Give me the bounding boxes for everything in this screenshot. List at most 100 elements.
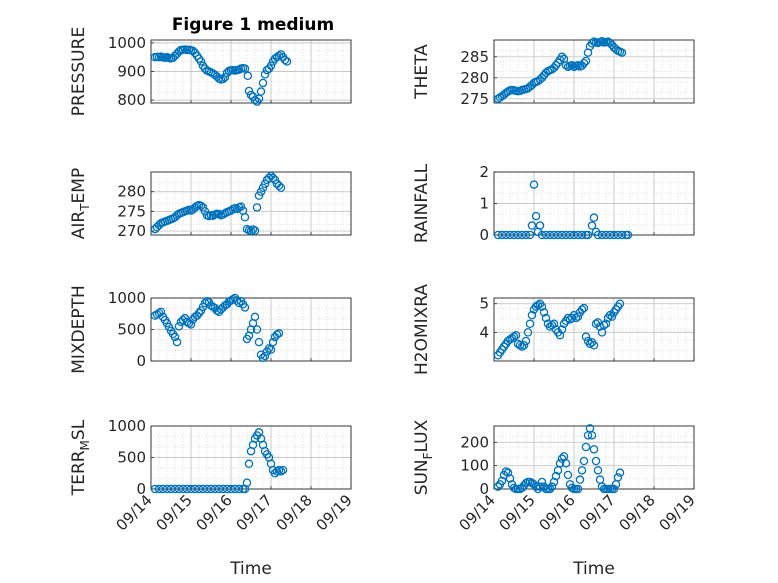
data-point <box>579 58 589 68</box>
data-point <box>192 311 202 320</box>
data-point <box>553 230 563 240</box>
y-tick-label: 900 <box>117 63 146 81</box>
data-point <box>593 230 603 240</box>
y-tick-label: 280 <box>460 69 489 87</box>
data-point <box>587 431 597 440</box>
x-axis-label-left: Time <box>229 559 272 579</box>
data-point <box>158 484 168 494</box>
data-point <box>547 482 557 491</box>
y-tick-label: 5 <box>479 295 489 313</box>
data-point <box>541 230 551 240</box>
y-tick-label: 275 <box>117 202 146 220</box>
y-axis-label-part: RAINFALL <box>412 163 432 243</box>
data-point <box>601 319 611 329</box>
data-point <box>511 330 521 340</box>
data-point <box>210 484 220 494</box>
x-axis-label-right: Time <box>572 559 615 579</box>
y-tick-label: 1000 <box>108 34 146 52</box>
data-point <box>497 230 507 240</box>
data-point <box>198 203 208 212</box>
data-point <box>577 305 587 314</box>
data-point <box>156 307 166 317</box>
data-point <box>529 180 539 189</box>
data-point <box>585 339 595 349</box>
data-point <box>503 87 513 96</box>
y-axis-label: H2OMIXRA <box>412 284 432 375</box>
data-point <box>599 320 609 330</box>
data-point <box>521 336 531 346</box>
data-point <box>615 299 625 308</box>
y-axis-label-part: TERR <box>69 450 89 496</box>
data-point <box>589 445 599 454</box>
data-point <box>605 230 615 240</box>
data-point <box>545 484 555 494</box>
data-point <box>523 328 533 337</box>
data-point <box>549 63 559 72</box>
data-point <box>282 57 292 66</box>
data-point <box>218 484 228 494</box>
data-point <box>615 468 625 477</box>
y-axis-label-part: LUX <box>412 419 432 452</box>
data-point <box>268 173 278 183</box>
axes-frame <box>493 425 695 490</box>
data-point <box>607 312 617 321</box>
data-point <box>549 230 559 240</box>
y-axis-label-part: MIXDEPTH <box>69 285 89 374</box>
data-point <box>182 484 192 494</box>
data-point <box>609 484 619 494</box>
data-point <box>541 313 551 323</box>
data-point <box>549 477 559 487</box>
y-axis-label: PRESSURE <box>69 27 89 116</box>
data-point <box>278 465 288 475</box>
data-point <box>222 484 232 494</box>
data-point <box>256 87 266 96</box>
data-point <box>525 319 535 329</box>
axes-frame <box>150 39 352 104</box>
data-point <box>549 319 559 329</box>
data-point <box>493 230 503 240</box>
data-point <box>254 337 264 347</box>
data-point <box>579 303 589 313</box>
data-point <box>597 230 607 240</box>
data-point <box>226 484 236 494</box>
data-point <box>501 230 511 240</box>
data-point <box>196 201 206 211</box>
data-point <box>258 78 268 88</box>
data-point <box>260 179 270 189</box>
data-point <box>519 340 529 350</box>
data-point <box>623 230 633 240</box>
data-point <box>525 230 535 240</box>
data-point <box>274 329 284 338</box>
data-point <box>557 230 567 240</box>
data-point <box>493 482 503 491</box>
data-point <box>521 230 531 240</box>
data-point <box>527 221 537 230</box>
data-point <box>246 226 256 236</box>
data-point <box>274 465 284 475</box>
y-tick-label: 2 <box>479 163 489 181</box>
y-tick-label: 285 <box>460 48 489 66</box>
y-axis-label-part: SUN <box>412 459 432 495</box>
data-point <box>537 302 547 311</box>
data-point <box>170 484 180 494</box>
data-point <box>517 230 527 240</box>
data-point <box>242 478 252 487</box>
data-point <box>517 342 527 351</box>
data-point <box>266 61 276 71</box>
y-axis-label-subscript: F <box>421 452 435 459</box>
y-tick-label: 270 <box>117 222 146 240</box>
data-point <box>597 37 607 46</box>
data-point <box>274 181 284 191</box>
data-point <box>593 466 603 475</box>
y-tick-label: 500 <box>117 449 146 467</box>
data-point <box>218 74 228 84</box>
data-point <box>196 57 206 66</box>
y-axis-label-part: H2OMIXRA <box>412 284 432 375</box>
data-point <box>244 459 254 469</box>
data-point <box>246 90 256 100</box>
data-point <box>254 191 264 200</box>
data-point <box>561 230 571 240</box>
y-axis-label: AIRTEMP <box>69 168 92 239</box>
data-point <box>617 230 627 240</box>
data-point <box>535 221 545 230</box>
